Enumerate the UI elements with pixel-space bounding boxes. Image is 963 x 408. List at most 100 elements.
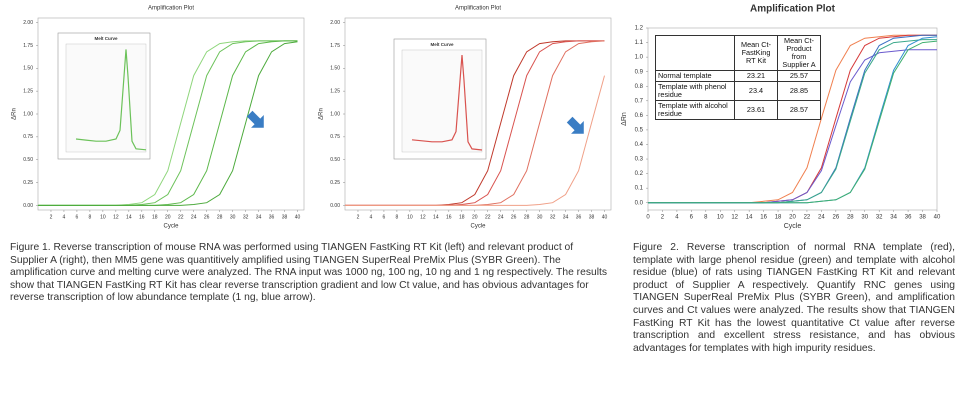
x-tick-label: 12: [420, 214, 426, 220]
x-tick-label: 34: [890, 215, 897, 221]
chart-title: Amplification Plot: [455, 6, 501, 12]
y-tick-label: 1.00: [23, 111, 33, 117]
x-tick-label: 28: [847, 215, 854, 221]
y-axis-label: ΔRn: [621, 112, 628, 126]
x-tick-label: 40: [934, 215, 941, 221]
ct-table: Mean Ct-FastKing RT Kit Mean Ct-Product f…: [655, 35, 821, 120]
amplification-curve: [345, 75, 605, 206]
table-cell: 28.57: [777, 100, 821, 120]
blue-arrow: [246, 110, 264, 128]
table-cell: 23.61: [734, 100, 778, 120]
x-tick-label: 24: [498, 214, 504, 220]
amplification-curve: [648, 40, 938, 204]
x-tick-label: 26: [833, 215, 840, 221]
x-tick-label: 26: [511, 214, 517, 220]
x-tick-label: 10: [407, 214, 413, 220]
y-tick-label: 0.4: [635, 142, 644, 148]
y-tick-label: 0.75: [23, 134, 33, 140]
x-tick-label: 10: [100, 214, 106, 220]
y-tick-label: 0.7: [635, 98, 644, 104]
caption: Figure 1. Reverse transcription of mouse…: [10, 242, 607, 304]
y-tick-label: 1.75: [330, 43, 340, 49]
y-tick-label: 1.00: [330, 111, 340, 117]
x-tick-label: 32: [876, 215, 883, 221]
x-tick-label: 40: [295, 214, 301, 220]
x-tick-label: 36: [576, 214, 582, 220]
x-tick-label: 20: [165, 214, 171, 220]
x-tick-label: 32: [550, 214, 556, 220]
x-tick-label: 2: [357, 214, 360, 220]
y-tick-label: 1.75: [23, 43, 33, 49]
inset-plot: [65, 43, 147, 153]
x-tick-label: 6: [383, 214, 386, 220]
x-tick-label: 20: [472, 214, 478, 220]
y-tick-label: 1.25: [23, 88, 33, 94]
y-tick-label: 1.25: [330, 88, 340, 94]
table-cell: Normal template: [655, 70, 735, 82]
table-cell: 25.57: [777, 70, 821, 82]
y-tick-label: 0.25: [330, 180, 340, 186]
chart-title: Amplification Plot: [148, 6, 194, 12]
caption: Figure 2. Reverse transcription of norma…: [633, 242, 955, 354]
y-axis-label: ΔRn: [319, 108, 325, 120]
x-tick-label: 34: [563, 214, 569, 220]
amplification-curve: [38, 41, 298, 206]
inset-plot: [401, 49, 483, 153]
y-tick-label: 1.50: [23, 66, 33, 72]
x-tick-label: 10: [717, 215, 724, 221]
x-tick-label: 18: [459, 214, 465, 220]
x-tick-label: 8: [704, 215, 708, 221]
x-tick-label: 26: [204, 214, 210, 220]
charts: Amplification Plot Cycle ΔRn 0.00 0.25 0.5 0 0.…: [12, 4, 941, 230]
y-axis-label: ΔRn: [12, 108, 18, 120]
x-tick-label: 4: [370, 214, 373, 220]
table-cell: 23.4: [734, 81, 778, 101]
x-tick-label: 36: [269, 214, 275, 220]
x-tick-label: 4: [63, 214, 66, 220]
chart-title: Amplification Plot: [750, 4, 836, 15]
x-tick-label: 16: [139, 214, 145, 220]
x-tick-label: 14: [126, 214, 132, 220]
y-tick-label: 0.1: [635, 186, 644, 192]
y-tick-label: 0.0: [635, 200, 644, 206]
x-axis-label: Cycle: [784, 223, 802, 230]
x-tick-label: 30: [537, 214, 543, 220]
y-tick-label: 0.9: [635, 69, 644, 75]
x-tick-label: 38: [282, 214, 288, 220]
y-tick-label: 1.0: [635, 55, 644, 61]
x-tick-label: 20: [789, 215, 796, 221]
x-tick-label: 24: [818, 215, 825, 221]
y-tick-label: 0.6: [635, 113, 644, 119]
y-tick-label: 0.5: [635, 127, 644, 133]
table-cell: 23.21: [734, 70, 778, 82]
y-tick-label: 2.00: [330, 20, 340, 26]
y-tick-label: 2.00: [23, 20, 33, 26]
x-tick-label: 0: [646, 215, 650, 221]
x-tick-label: 30: [861, 215, 868, 221]
y-tick-label: 0.75: [330, 134, 340, 140]
x-tick-label: 14: [746, 215, 753, 221]
inset-title: Melt Curve: [94, 36, 118, 41]
x-tick-label: 40: [602, 214, 608, 220]
x-tick-label: 4: [675, 215, 679, 221]
x-tick-label: 8: [89, 214, 92, 220]
x-tick-label: 28: [217, 214, 223, 220]
table-cell: Template with phenol residue: [655, 81, 735, 101]
table-cell: Template with alcohol residue: [655, 100, 735, 120]
x-tick-label: 8: [396, 214, 399, 220]
x-tick-label: 22: [485, 214, 491, 220]
x-tick-label: 22: [178, 214, 184, 220]
y-tick-label: 1.2: [635, 26, 644, 32]
y-tick-label: 0.2: [635, 171, 644, 177]
y-tick-label: 1.50: [330, 66, 340, 72]
inset-title: Melt Curve: [430, 42, 454, 47]
x-tick-label: 36: [905, 215, 912, 221]
x-tick-label: 38: [919, 215, 926, 221]
y-tick-label: 0.25: [23, 180, 33, 186]
x-tick-label: 18: [152, 214, 158, 220]
x-tick-label: 30: [230, 214, 236, 220]
table-cell: 28.85: [777, 81, 821, 101]
table-corner: [655, 35, 735, 71]
x-tick-label: 22: [804, 215, 811, 221]
y-tick-label: 0.00: [23, 203, 33, 209]
